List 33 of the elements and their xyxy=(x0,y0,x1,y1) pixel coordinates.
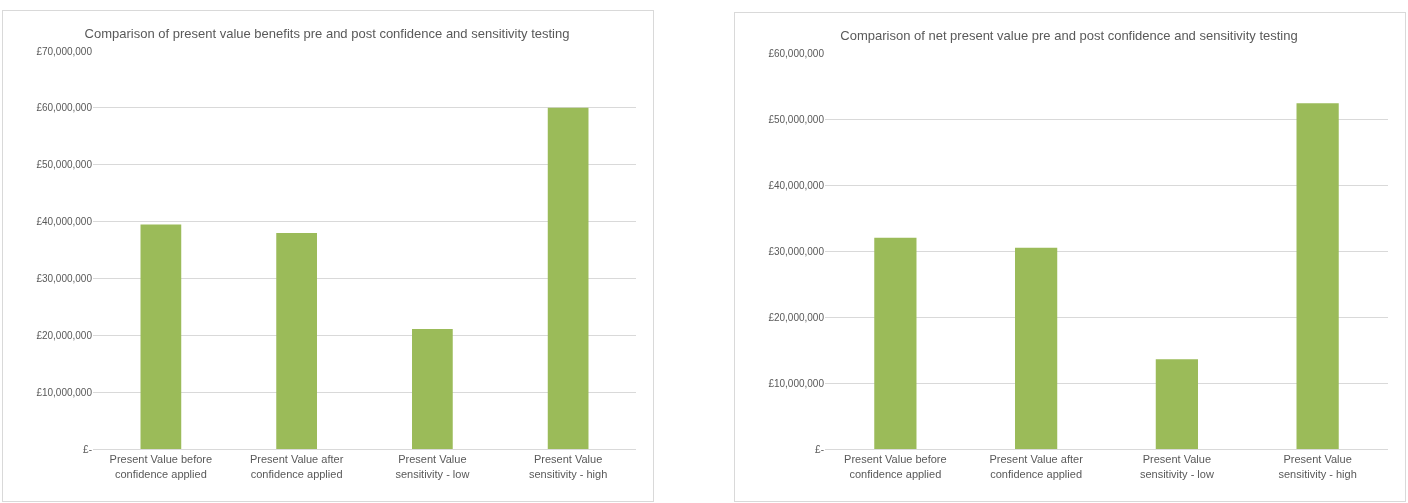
y-tick-label: £10,000,000 xyxy=(36,386,93,398)
bar xyxy=(1015,247,1058,449)
y-tick-label: £50,000,000 xyxy=(36,159,93,171)
bar xyxy=(1296,103,1339,449)
bar xyxy=(412,329,453,449)
x-tick-label: Present Value sensitivity - high xyxy=(1278,453,1357,480)
bar xyxy=(874,237,917,449)
x-tick-label: Present Value before confidence applied xyxy=(109,453,213,480)
y-tick-label: £50,000,000 xyxy=(768,113,825,125)
bar xyxy=(140,224,182,449)
x-tick-label: Present Value before confidence applied xyxy=(844,453,947,480)
y-tick-label: £60,000,000 xyxy=(768,47,825,59)
x-tick-label: Present Value sensitivity - low xyxy=(395,453,470,480)
bar xyxy=(547,107,589,449)
y-tick-label: £30,000,000 xyxy=(36,272,93,284)
bar xyxy=(1155,359,1198,449)
chart-title: Comparison of present value benefits pre and post confidence and sensitivity testing xyxy=(84,25,570,41)
x-tick-label: Present Value after confidence applied xyxy=(249,453,344,480)
y-tick-label: £70,000,000 xyxy=(36,45,93,57)
y-tick-label: £- xyxy=(815,443,824,455)
y-tick-label: £20,000,000 xyxy=(36,329,93,341)
y-tick-label: £- xyxy=(83,443,92,455)
x-tick-label: Present Value sensitivity - low xyxy=(1139,453,1214,480)
x-tick-label: Present Value sensitivity - high xyxy=(529,453,608,480)
chart-title: Comparison of net present value pre and post confidence and sensitivity testing xyxy=(840,27,1298,43)
bar xyxy=(276,232,317,449)
y-tick-label: £40,000,000 xyxy=(36,216,93,228)
x-tick-label: Present Value after confidence applied xyxy=(989,453,1084,480)
y-tick-label: £60,000,000 xyxy=(36,102,93,114)
y-tick-label: £40,000,000 xyxy=(768,179,825,191)
y-tick-label: £20,000,000 xyxy=(768,311,825,323)
y-tick-label: £10,000,000 xyxy=(768,377,825,389)
y-tick-label: £30,000,000 xyxy=(768,245,825,257)
